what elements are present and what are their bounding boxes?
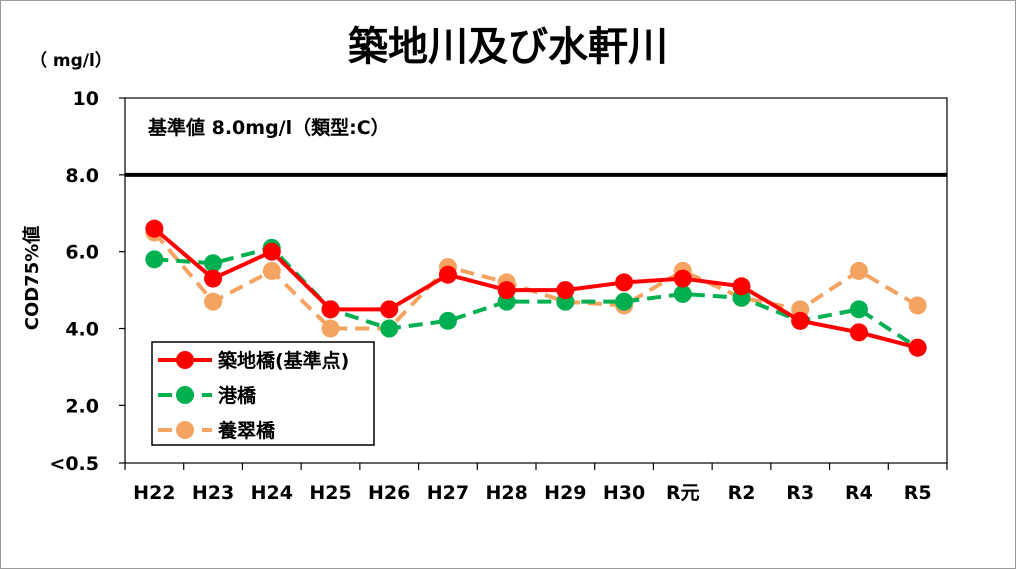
data-point (615, 273, 634, 292)
data-point (849, 323, 868, 342)
data-point (438, 265, 457, 284)
data-point (262, 242, 281, 261)
legend-marker (176, 351, 194, 369)
series-line (153, 227, 919, 350)
x-tick-label: H23 (192, 482, 234, 504)
legend-label: 港橋 (218, 384, 257, 407)
data-point (204, 292, 223, 311)
series-line (154, 245, 919, 350)
data-point (673, 284, 692, 303)
x-tick-label: R3 (786, 482, 814, 504)
x-tick-label: H22 (133, 482, 175, 504)
data-point (145, 219, 164, 238)
data-point (380, 300, 399, 319)
data-point (849, 300, 868, 319)
x-tick-label: H26 (368, 482, 410, 504)
data-point (497, 281, 516, 300)
data-point (673, 269, 692, 288)
data-point (438, 311, 457, 330)
legend-label: 養翠橋 (217, 419, 276, 442)
x-tick-label: R元 (666, 482, 700, 504)
y-tick-label: 6.0 (65, 242, 99, 264)
data-point (380, 319, 399, 338)
data-point (556, 281, 575, 300)
x-tick-label: H24 (251, 482, 293, 504)
series-1 (145, 219, 927, 357)
legend-marker (176, 421, 194, 439)
legend-label: 築地橋(基準点) (217, 349, 349, 372)
y-tick-label: 2.0 (65, 395, 99, 417)
data-point (615, 292, 634, 311)
y-unit-label: （ mg/l） (30, 50, 112, 71)
x-tick-label: H25 (309, 482, 351, 504)
standard-label: 基準値 8.0mg/l（類型:C） (147, 116, 390, 139)
series-layer (145, 219, 927, 357)
x-tick-label: R4 (845, 482, 873, 504)
data-point (849, 261, 868, 280)
data-point (732, 277, 751, 296)
x-tick-label: H28 (485, 482, 527, 504)
data-point (204, 269, 223, 288)
data-point (321, 319, 340, 338)
legend-marker (176, 386, 194, 404)
x-tick-label: R2 (728, 482, 756, 504)
y-axis-label: COD75%値 (21, 226, 43, 331)
y-tick-label: 8.0 (65, 165, 99, 187)
data-point (908, 338, 927, 357)
data-point (791, 311, 810, 330)
data-point (321, 300, 340, 319)
x-tick-labels: H22 H23 H24 H25 H26 H27 H28 H29 H30 R元 R2 R3 R4 R5 (124, 463, 948, 504)
y-tick-label: 10 (73, 88, 99, 110)
y-tick-label: <0.5 (49, 453, 99, 475)
x-tick-label: H29 (544, 482, 586, 504)
data-point (262, 261, 281, 280)
y-tick-label: 4.0 (65, 319, 99, 341)
x-tick-label: R5 (904, 482, 932, 504)
x-tick-label: H27 (427, 482, 469, 504)
x-tick-label: H30 (603, 482, 645, 504)
y-tick-labels: 10 8.0 6.0 4.0 2.0 <0.5 (49, 88, 125, 475)
chart-title: 築地川及び水軒川 (348, 24, 668, 70)
data-point (908, 296, 927, 315)
data-point (204, 254, 223, 273)
data-point (145, 250, 164, 269)
